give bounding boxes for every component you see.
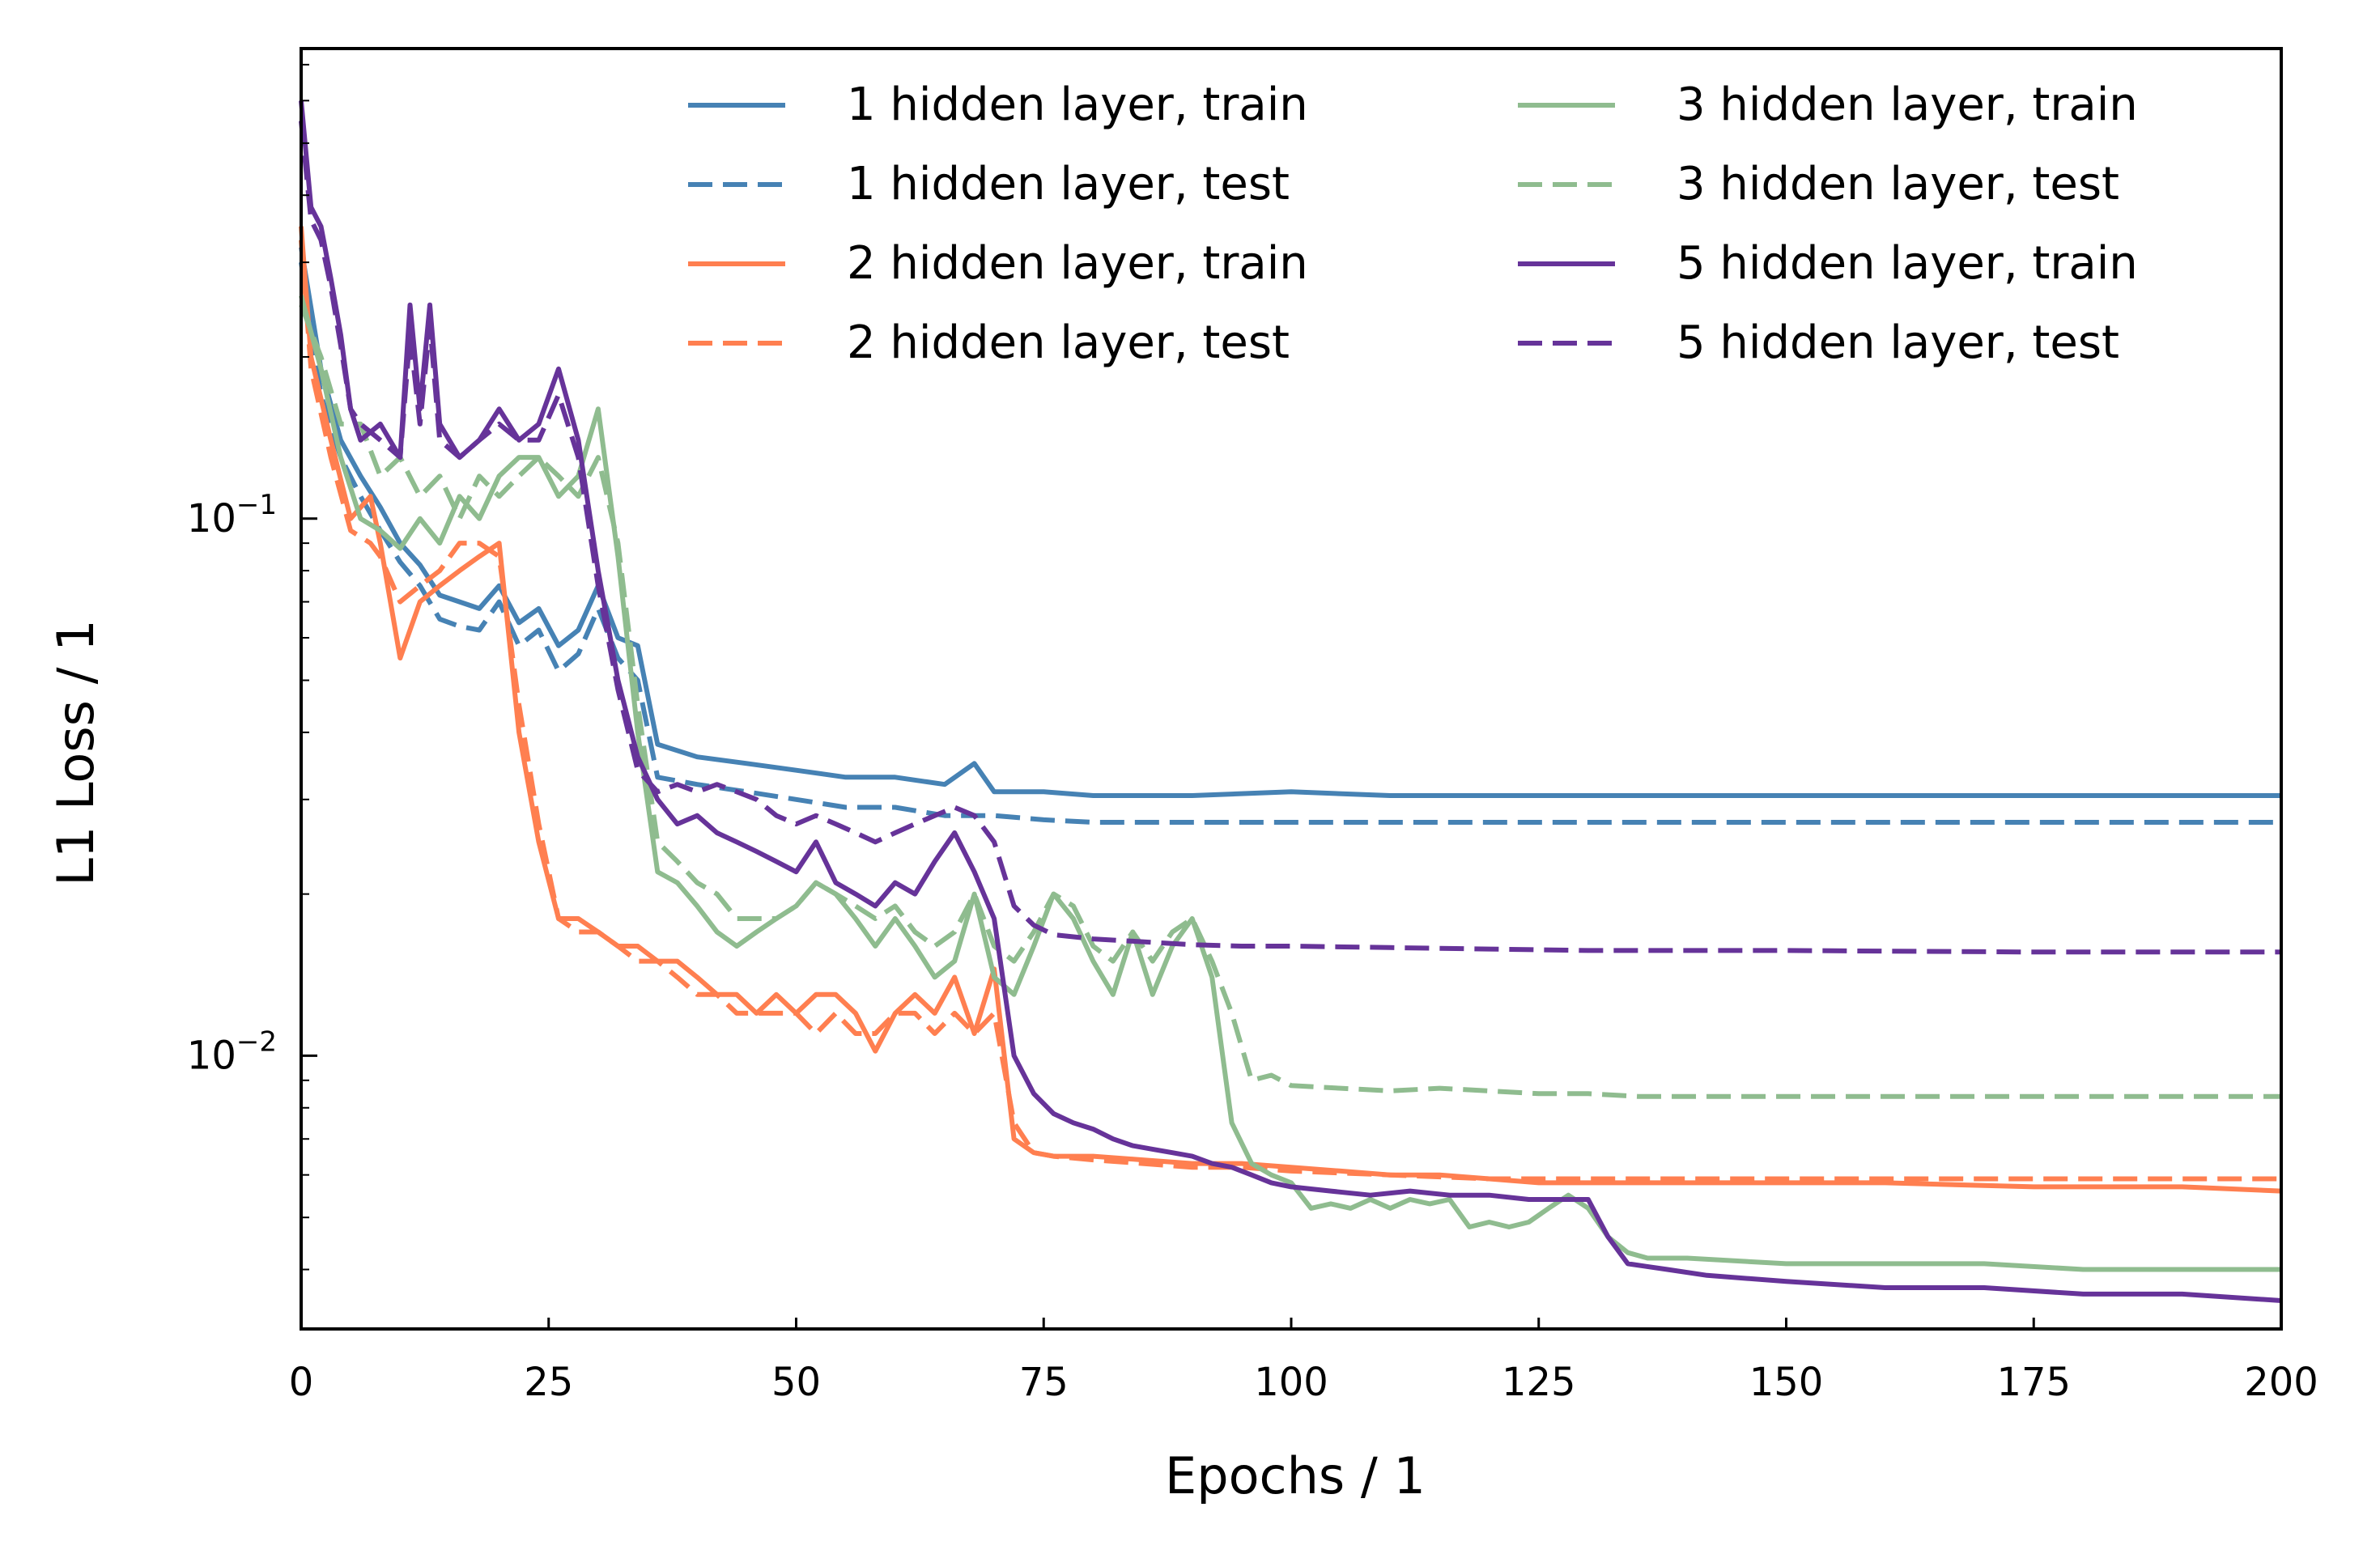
x-tick-label: 150 <box>1749 1360 1824 1405</box>
x-tick-label: 200 <box>2244 1360 2318 1405</box>
legend-label-6: 3 hidden layer, test <box>1677 158 2119 210</box>
x-axis-label: Epochs / 1 <box>1165 1446 1426 1505</box>
x-tick-label: 175 <box>1996 1360 2071 1405</box>
y-tick-label: 10−1 <box>187 489 277 541</box>
legend-label-8: 5 hidden layer, test <box>1677 316 2119 369</box>
series-line-7 <box>299 100 2282 1303</box>
y-axis-label: L1 Loss / 1 <box>46 619 105 885</box>
series-line-8 <box>299 121 2281 955</box>
legend-label-1: 1 hidden layer, train <box>847 79 1308 131</box>
legend-label-2: 1 hidden layer, test <box>847 158 1290 210</box>
y-tick-label: 10−2 <box>187 1025 277 1078</box>
legend: 1 hidden layer, train 1 hidden layer, tes… <box>688 79 2138 369</box>
x-tick-label: 25 <box>524 1360 573 1405</box>
legend-label-7: 5 hidden layer, train <box>1677 237 2138 290</box>
series-layer <box>299 100 2282 1303</box>
series-line-2 <box>299 261 2281 825</box>
x-tick-label: 0 <box>289 1360 314 1405</box>
axes-layer: 0 25 50 75 100 125 150 175 200 10−1 10−2 <box>187 47 2318 1405</box>
x-tick-label: 125 <box>1502 1360 1576 1405</box>
series-line-4 <box>299 240 2281 1182</box>
series-line-1 <box>299 247 2281 798</box>
legend-label-5: 3 hidden layer, train <box>1677 79 2138 131</box>
x-tick-label: 100 <box>1254 1360 1328 1405</box>
legend-label-4: 2 hidden layer, test <box>847 316 1290 369</box>
series-line-5 <box>299 295 2281 1272</box>
legend-label-3: 2 hidden layer, train <box>847 237 1308 290</box>
series-line-6 <box>299 304 2281 1099</box>
series-line-3 <box>299 226 2282 1194</box>
x-tick-label: 50 <box>771 1360 821 1405</box>
x-tick-label: 75 <box>1019 1360 1069 1405</box>
